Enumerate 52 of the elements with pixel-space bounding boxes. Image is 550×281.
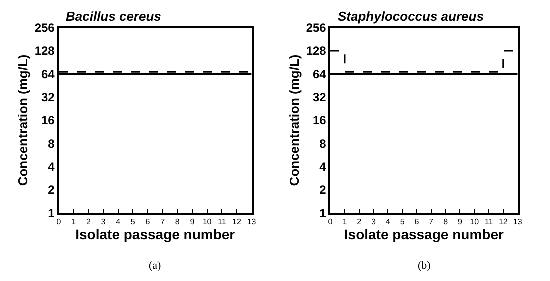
x-axis-title: Isolate passage number <box>76 226 236 242</box>
x-tick-label: 10 <box>202 217 212 226</box>
x-tick-label: 12 <box>232 217 242 226</box>
y-tick-label: 32 <box>313 90 327 105</box>
x-tick-label: 2 <box>86 217 92 226</box>
y-tick-label: 256 <box>306 21 327 36</box>
y-tick-label: 4 <box>48 160 56 174</box>
x-axis-title: Isolate passage number <box>344 226 504 242</box>
x-tick-label: 13 <box>247 217 257 226</box>
x-tick-label: 3 <box>372 217 377 226</box>
x-tick-label: 8 <box>175 217 180 226</box>
y-tick-label: 128 <box>34 44 56 58</box>
text: (b) <box>418 260 432 272</box>
chart-title: Staphylococcus aureus <box>338 9 484 24</box>
y-tick-label: 2 <box>48 183 56 198</box>
x-tick-label: 0 <box>328 217 334 226</box>
x-tick-label: 4 <box>386 217 391 226</box>
x-tick-label: 2 <box>357 217 362 226</box>
y-tick-label: 64 <box>313 67 327 82</box>
y-tick-label: 16 <box>42 114 56 128</box>
x-tick-label: 6 <box>146 217 151 226</box>
y-tick-label: 2 <box>320 183 327 198</box>
x-tick-label: 5 <box>130 217 136 226</box>
y-tick-label: 4 <box>320 160 327 174</box>
x-tick-label: 3 <box>101 217 106 226</box>
y-axis-title: Concentration (mg/L) <box>15 54 30 186</box>
y-tick-label: 64 <box>42 67 56 82</box>
y-tick-label: 8 <box>48 136 56 151</box>
x-tick-label: 5 <box>400 217 406 226</box>
y-tick-label: 32 <box>42 90 56 105</box>
x-tick-label: 1 <box>72 217 77 226</box>
x-tick-label: 7 <box>160 217 166 226</box>
text: (a) <box>149 260 162 272</box>
x-tick-label: 13 <box>513 217 523 226</box>
y-tick-label: 8 <box>320 136 327 151</box>
x-tick-label: 11 <box>484 217 494 226</box>
x-tick-label: 8 <box>444 217 449 226</box>
y-tick-label: 128 <box>306 44 327 58</box>
x-tick-label: 9 <box>190 217 196 226</box>
x-tick-label: 1 <box>342 217 348 226</box>
x-tick-label: 7 <box>429 217 434 226</box>
x-tick-label: 12 <box>498 217 508 226</box>
y-tick-label: 256 <box>34 21 56 36</box>
x-tick-label: 4 <box>116 217 122 226</box>
x-tick-label: 9 <box>458 217 463 226</box>
y-tick-label: 16 <box>313 114 327 128</box>
x-tick-label: 11 <box>218 217 227 226</box>
x-tick-label: 0 <box>56 217 62 226</box>
chart-title: Bacillus cereus <box>66 9 162 24</box>
x-tick-label: 6 <box>414 217 420 226</box>
y-axis-title: Concentration (mg/L) <box>286 54 302 186</box>
x-tick-label: 10 <box>470 217 480 226</box>
